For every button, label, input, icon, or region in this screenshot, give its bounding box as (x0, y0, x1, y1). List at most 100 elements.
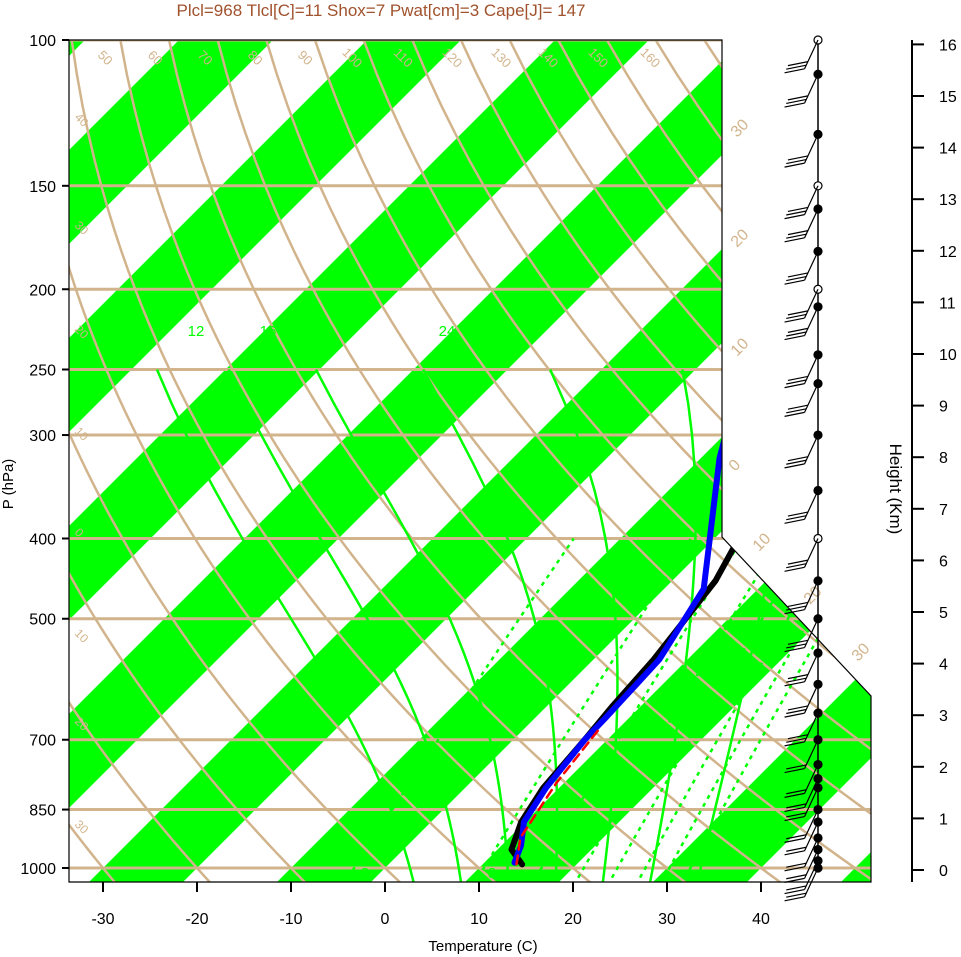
height-tick-label: 8 (939, 450, 948, 467)
wind-barb (804, 434, 819, 465)
wind-barb-feather (784, 888, 805, 895)
chart-title: Plcl=968 Tlcl[C]=11 Shox=7 Pwat[cm]=3 Ca… (176, 1, 585, 20)
wind-barb-feather (786, 563, 807, 569)
isotherm-band (69, 40, 871, 882)
wind-barb (804, 306, 819, 336)
isotherm-label: 10 (750, 530, 775, 555)
wind-barb-feather (786, 605, 807, 611)
x-tick-label: 20 (564, 911, 582, 928)
x-tick-label: -10 (279, 911, 302, 928)
wind-barb-feather (787, 404, 809, 410)
wind-barb-feather (784, 463, 805, 469)
isotherm-band (444, 40, 871, 882)
height-tick-label: 11 (939, 295, 956, 312)
y-tick-label: 250 (29, 362, 56, 379)
height-tick-label: 5 (939, 605, 948, 622)
moist-adiabat (549, 368, 619, 882)
wind-barb-feather (787, 310, 809, 316)
dry-adiabat (302, 40, 871, 882)
dry-adiabat (69, 40, 520, 882)
wind-barb-feather (786, 275, 807, 282)
y-tick-label: 500 (29, 612, 56, 629)
dewpoint-line (511, 71, 871, 866)
wind-barb-feather (787, 272, 809, 278)
parcel-line (515, 728, 601, 866)
wind-barb-feather (786, 233, 807, 239)
moist-adiabat (155, 369, 416, 882)
wind-barb-feather (787, 734, 809, 740)
height-tick-label: 15 (939, 89, 957, 106)
adiabat-label: 50 (95, 47, 116, 68)
wind-barb-feather (786, 885, 807, 891)
y-tick-label: 300 (29, 428, 56, 445)
wind-barb (804, 739, 819, 769)
y-tick-label: 100 (29, 33, 56, 50)
height-tick-label: 16 (939, 37, 957, 54)
moist-adiabat (227, 368, 463, 882)
dry-adiabat (443, 40, 871, 882)
wind-barb-feather (784, 837, 805, 843)
wind-barb-feather (786, 98, 807, 105)
wind-barb-feather (786, 862, 807, 868)
wind-barb-feather (784, 741, 805, 747)
wind-barb-feather (786, 737, 807, 743)
wind-barb-feather (784, 792, 805, 798)
wind-barb (804, 580, 819, 610)
wind-barb-feather (786, 459, 807, 465)
wind-barb-feather (784, 609, 805, 615)
isotherm-label: 10 (72, 424, 92, 444)
dry-adiabat (69, 40, 230, 882)
x-tick-label: 40 (752, 911, 770, 928)
wind-barb-feather (784, 712, 805, 718)
dry-adiabat (207, 40, 871, 882)
wind-barb-feather (784, 566, 805, 572)
wind-barb-feather (784, 237, 805, 243)
wind-barb-feather (787, 95, 809, 101)
wind-barb-feather (786, 64, 807, 70)
isotherm-band (69, 40, 499, 882)
wind-barb-feather (784, 850, 805, 856)
wind-barb-feather (787, 155, 809, 161)
wind-barb (804, 809, 819, 839)
dry-adiabat (69, 40, 423, 882)
isotherm-band (69, 40, 687, 882)
wind-barb-feather (787, 511, 809, 517)
wind-barb-feather (787, 674, 809, 680)
wind-barb-feather (784, 383, 805, 389)
y-tick-label: 1000 (20, 861, 56, 878)
wind-barb-feather (786, 812, 807, 818)
mixing-ratio-label: 8 (488, 865, 496, 882)
mixing-ratio-line (341, 537, 575, 882)
wind-barb (804, 867, 819, 898)
height-tick-label: 13 (939, 192, 957, 209)
wind-barb-feather (786, 677, 807, 683)
mixing-ratio-line (606, 537, 812, 882)
isotherm-label: 10 (72, 626, 92, 646)
wind-barb (804, 134, 819, 164)
wind-barb (804, 74, 819, 104)
wind-barb-feather (784, 317, 805, 323)
wind-barb-feather (784, 162, 805, 168)
height-tick-label: 4 (939, 657, 948, 674)
wind-barb-feather (787, 61, 809, 67)
wind-barb (804, 538, 819, 568)
y-tick-label: 700 (29, 733, 56, 750)
x-tick-label: 0 (381, 911, 390, 928)
x-axis: -30 -20 -10 0 10 20 30 40 (91, 882, 770, 928)
dry-adiabat (69, 40, 616, 882)
isotherm-label: 20 (728, 226, 753, 251)
adiabat-label: 130 (488, 45, 514, 71)
y-tick-label: 150 (29, 179, 56, 196)
wind-barb-feather (784, 279, 805, 285)
mixing-ratio-label: 24 (439, 323, 456, 340)
adiabat-label: 90 (295, 47, 316, 68)
wind-barb-feather (786, 158, 807, 165)
wind-barb (804, 787, 819, 817)
wind-barb (804, 860, 819, 890)
wind-barb (804, 684, 819, 714)
isotherm-label: 30 (849, 640, 874, 665)
y-axis-label: P (hPa) (0, 459, 17, 510)
wind-barb-feather (784, 68, 805, 74)
wind-barb-feather (787, 375, 809, 382)
wind-barb-feather (786, 874, 807, 880)
